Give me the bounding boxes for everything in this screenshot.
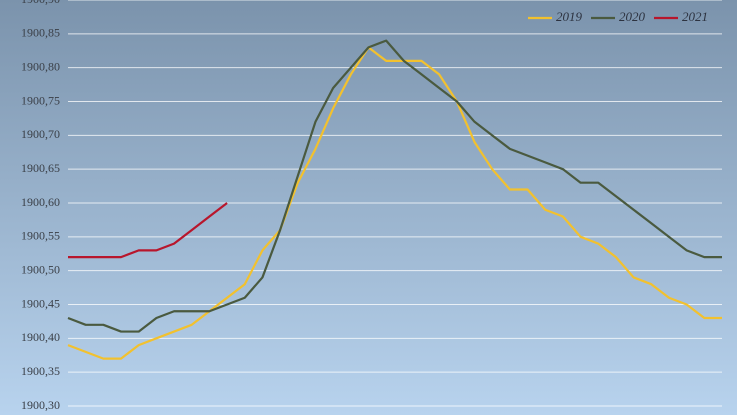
y-tick-label: 1900,45 <box>21 296 60 310</box>
y-tick-label: 1900,40 <box>21 330 60 344</box>
y-tick-label: 1900,65 <box>21 161 60 175</box>
series-line <box>67 46 722 360</box>
series-line <box>67 39 722 333</box>
y-tick-label: 1900,85 <box>21 26 60 40</box>
series-line <box>68 202 228 259</box>
legend-label: 2020 <box>619 9 646 24</box>
y-tick-label: 1900,60 <box>21 195 60 209</box>
y-tick-label: 1900,90 <box>21 0 60 6</box>
legend-label: 2019 <box>556 9 583 24</box>
y-tick-label: 1900,80 <box>21 59 60 73</box>
y-tick-label: 1900,70 <box>21 127 60 141</box>
legend: 2019 2020 2021 <box>528 9 708 24</box>
y-tick-label: 1900,55 <box>21 229 60 243</box>
y-tick-label: 1900,75 <box>21 93 60 107</box>
y-tick-label: 1900,50 <box>21 262 60 276</box>
legend-label: 2021 <box>682 9 708 24</box>
y-tick-label: 1900,30 <box>21 398 60 412</box>
y-tick-label: 1900,35 <box>21 364 60 378</box>
